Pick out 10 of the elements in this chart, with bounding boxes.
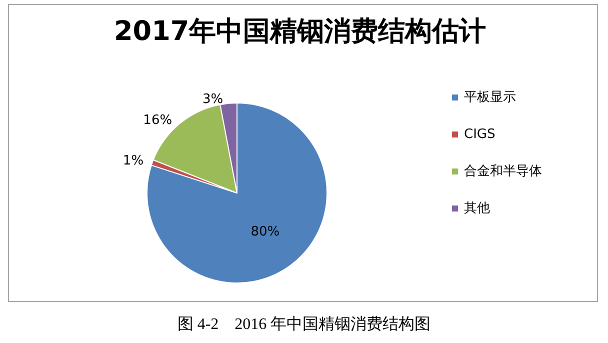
legend-label: 合金和半导体: [464, 164, 542, 179]
legend-label: 其他: [464, 201, 490, 216]
data-label: 16%: [143, 113, 172, 128]
legend-label: CIGS: [464, 127, 496, 142]
data-label: 1%: [122, 154, 144, 169]
legend-label: 平板显示: [464, 90, 516, 105]
data-label: 80%: [250, 224, 280, 240]
chart-title: 2017年中国精铟消费结构估计: [114, 16, 486, 47]
caption: 图 4-2 2016 年中国精铟消费结构图: [176, 314, 432, 335]
data-label: 3%: [202, 92, 224, 107]
